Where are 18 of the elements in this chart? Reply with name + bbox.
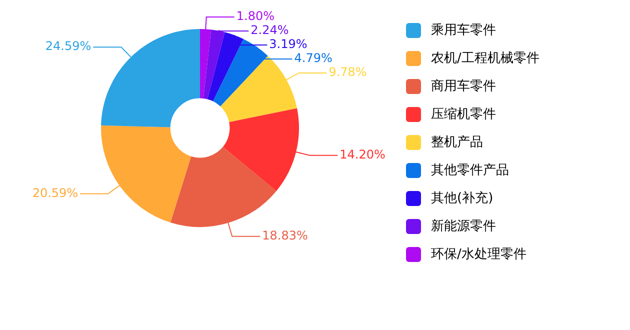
legend-label: 其他零件产品 (431, 162, 509, 179)
legend-label: 乘用车零件 (431, 22, 496, 39)
legend-label: 环保/水处理零件 (431, 246, 526, 263)
data-label: 20.59% (32, 186, 78, 200)
legend-label: 新能源零件 (431, 218, 496, 235)
data-label: 18.83% (262, 228, 308, 242)
legend-label: 压缩机零件 (431, 106, 496, 123)
legend-label: 其他(补充) (431, 190, 494, 207)
data-label: 3.19% (269, 37, 308, 52)
legend-label: 整机产品 (431, 134, 483, 151)
data-label: 2.24% (250, 23, 289, 38)
data-label: 1.80% (236, 9, 275, 24)
data-label: 4.79% (294, 51, 332, 66)
data-label: 9.78% (328, 65, 367, 80)
legend-label: 农机/工程机械零件 (431, 50, 540, 67)
legend-label: 商用车零件 (431, 78, 496, 95)
data-label: 24.59% (45, 39, 92, 54)
data-label: 14.20% (340, 148, 386, 162)
